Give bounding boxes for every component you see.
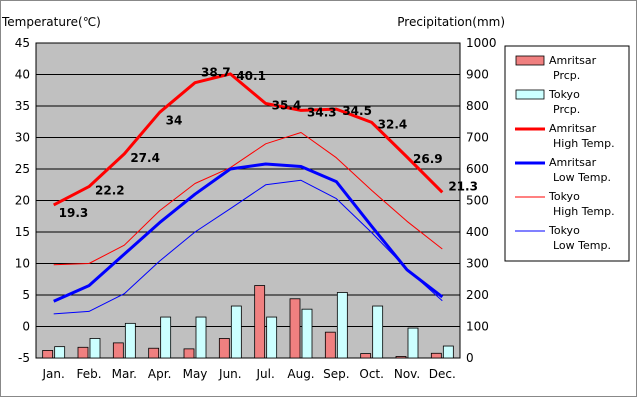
x-tick-label: Nov. [394,367,420,381]
precip-bar [218,338,230,359]
temperature-line [53,179,443,315]
legend-box [504,45,630,262]
right-tick-label: 500 [466,194,489,208]
x-tick-label: May [183,367,208,381]
left-axis-title: Temperature(℃) [1,15,101,29]
precip-bar [89,338,101,359]
x-tick-label: Jul. [256,367,275,381]
right-tick-label: 200 [466,288,489,302]
legend-label: Amritsar [549,122,597,135]
precip-bar [360,353,372,359]
precip-bar [336,292,348,359]
left-tick-label: 45 [15,36,30,50]
legend-label: Prcp. [553,69,580,82]
temperature-lines [53,72,444,315]
precip-bar [430,352,442,359]
precip-bar [442,345,454,359]
precip-bar [372,305,384,359]
legend-label: High Temp. [553,205,615,218]
precip-bar [266,316,278,359]
precip-bar [112,342,124,359]
legend-label: Low Temp. [553,171,611,184]
x-tick-label: Apr. [148,367,171,381]
precip-bar [148,347,160,359]
legend-label: Low Temp. [553,239,611,252]
left-tick-label: 5 [22,288,30,302]
data-label: 38.7 [201,66,231,80]
precipitation-bars [42,285,454,359]
data-labels: 19.3 22.2 27.4 34 38.7 40.1 35.4 34.3 34.5 32.4 26… [59,66,478,220]
left-tick-label: 25 [15,162,30,176]
temperature-line [53,132,443,266]
right-tick-label: 700 [466,131,489,145]
temperature-line [53,72,444,207]
right-tick-label: 600 [466,162,489,176]
precip-bar [395,356,407,359]
x-tick-label: Aug. [287,367,314,381]
right-tick-label: 0 [466,351,474,365]
legend-label: Tokyo [548,224,580,237]
legend-label: Amritsar [549,54,597,67]
data-label: 21.3 [448,179,478,193]
precip-bar [77,346,89,359]
temperature-line [53,162,444,303]
right-tick-label: 1000 [466,36,497,50]
x-tick-label: Sep. [323,367,349,381]
right-tick-label: 100 [466,320,489,334]
data-label: 35.4 [272,98,302,112]
left-tick-label: 40 [15,68,30,82]
right-tick-label: 800 [466,99,489,113]
data-label: 26.9 [413,152,443,166]
data-label: 19.3 [59,206,89,220]
left-tick-label: 30 [15,131,30,145]
x-tick-label: Feb. [76,367,101,381]
data-label: 34.5 [342,104,372,118]
legend-label: Tokyo [548,190,580,203]
left-tick-label: 20 [15,194,30,208]
precip-bar [407,327,419,359]
legend-label: Tokyo [548,88,580,101]
left-tick-label: 10 [15,257,30,271]
data-label: 27.4 [130,151,160,165]
x-tick-label: Mar. [112,367,137,381]
x-tick-label: Jan. [42,367,65,381]
precip-bar [183,348,195,359]
left-tick-label: 35 [15,99,30,113]
legend-label: Prcp. [553,103,580,116]
legend: Amritsar Prcp. Tokyo Prcp. Amritsar High Temp… [504,45,630,262]
precip-bar [230,305,242,359]
precip-bar [195,316,207,359]
left-tick-label: 15 [15,225,30,239]
legend-swatch [515,89,545,100]
precip-bar [54,346,66,359]
precip-bar [324,331,336,359]
legend-label: Amritsar [549,156,597,169]
precip-bar [254,285,266,359]
right-tick-label: 900 [466,68,489,82]
legend-label: High Temp. [553,137,615,150]
precip-bar [42,350,54,359]
precip-bar [289,298,301,359]
data-label: 34 [166,113,183,127]
right-tick-label: 300 [466,257,489,271]
axes: -5 0 5 10 15 20 25 30 35 40 45 0 100 200 300 400 500 600 7… [15,36,497,381]
precip-bar [301,308,313,359]
precip-bar [124,322,136,359]
left-tick-label: 0 [22,320,30,334]
data-label: 32.4 [378,117,408,131]
data-label: 22.2 [95,184,125,198]
data-label: 40.1 [236,69,266,83]
right-axis-title: Precipitation(mm) [397,15,505,29]
x-tick-label: Oct. [359,367,384,381]
left-tick-label: -5 [18,351,30,365]
x-tick-label: Jun. [218,367,242,381]
precip-bar [160,316,172,359]
legend-swatch [515,55,545,66]
data-label: 34.3 [307,105,337,119]
x-tick-label: Dec. [429,367,456,381]
right-tick-label: 400 [466,225,489,239]
